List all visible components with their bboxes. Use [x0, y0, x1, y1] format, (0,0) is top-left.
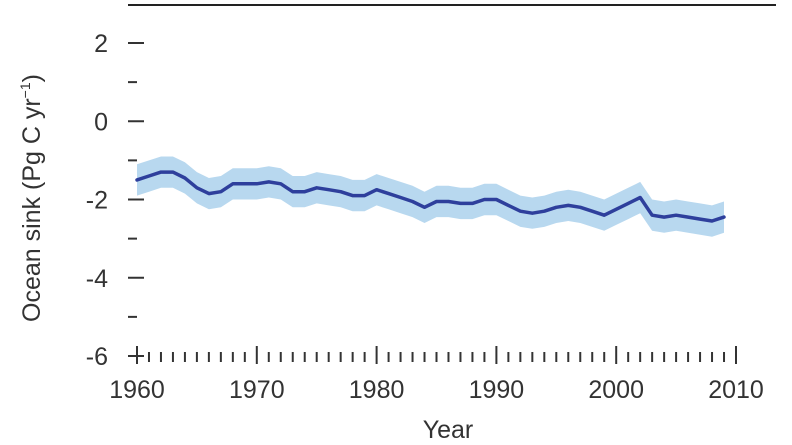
x-tick-label: 1980	[349, 376, 405, 404]
x-tick-label: 2000	[588, 376, 644, 404]
series-line-layer	[135, 170, 726, 223]
y-tick-label: -6	[86, 343, 108, 371]
y-tick-label: 0	[94, 108, 108, 136]
uncertainty-band-0	[137, 156, 724, 237]
x-axis-title: Year	[423, 416, 474, 444]
y-axis-title-close: )	[18, 74, 46, 82]
series-line-0	[135, 170, 726, 223]
x-tick-label: 1970	[229, 376, 285, 404]
uncertainty-band-layer	[137, 156, 724, 237]
x-tick-label: 2010	[708, 376, 764, 404]
y-tick-label: 2	[94, 30, 108, 58]
y-axis-title-superscript: −1	[17, 82, 33, 98]
x-tick-label: 1960	[109, 376, 165, 404]
x-axis: 1960 1970 1980 1990 2000 2010	[109, 346, 764, 404]
y-axis-title-main: Ocean sink (Pg C yr	[18, 98, 46, 322]
y-axis: 2 0 -2 -4 -6	[86, 30, 144, 371]
x-tick-label: 1990	[469, 376, 525, 404]
y-axis-title: Ocean sink (Pg C yr−1)	[17, 74, 46, 322]
y-tick-label: -2	[86, 187, 108, 215]
y-tick-label: -4	[86, 265, 108, 293]
